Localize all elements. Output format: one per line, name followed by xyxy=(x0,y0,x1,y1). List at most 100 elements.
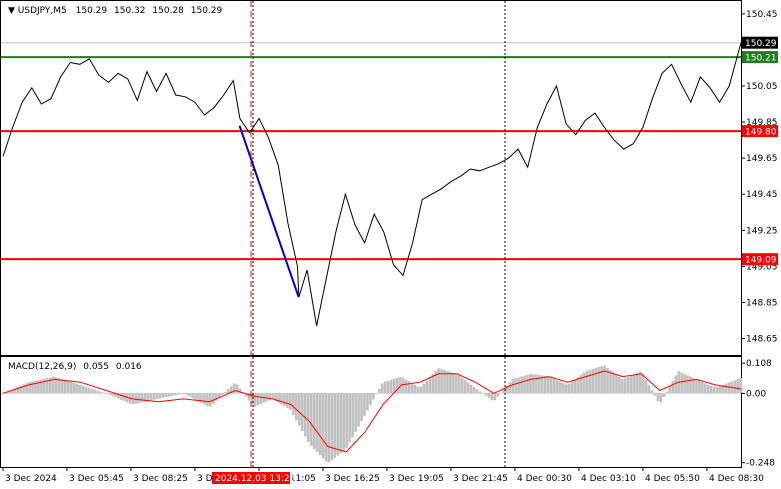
macd-histogram-bar xyxy=(108,393,111,395)
macd-histogram-bar xyxy=(621,378,624,394)
macd-histogram-bar xyxy=(354,393,357,432)
macd-histogram-bar xyxy=(561,382,565,394)
macd-histogram-bar xyxy=(585,370,589,394)
macd-histogram-bar xyxy=(724,383,728,394)
macd-histogram-bar xyxy=(591,368,595,394)
macd-histogram-bar xyxy=(383,381,387,394)
macd-histogram-bar xyxy=(176,393,180,395)
macd-histogram-bar xyxy=(434,371,437,394)
macd-histogram-bar xyxy=(280,393,283,405)
macd-histogram-bar xyxy=(265,393,268,402)
macd-histogram-bar xyxy=(60,379,64,394)
macd-histogram-bar xyxy=(111,393,114,397)
macd-header: MACD(12,26,9) 0.055 0.016 xyxy=(8,362,142,372)
macd-histogram-bar xyxy=(460,377,464,394)
macd-histogram-bar xyxy=(158,393,162,399)
macd-histogram-bar xyxy=(63,379,67,394)
macd-histogram-bar xyxy=(114,393,117,398)
macd-histogram-bar xyxy=(327,393,331,463)
macd-histogram-bar xyxy=(155,393,159,400)
price-panel[interactable]: 150.45 150.05 149.85 149.65 149.45 149.25 149.… xyxy=(0,0,779,356)
price-axis-tick-label: 148.85 xyxy=(746,298,778,308)
price-axis-tick-label: 149.45 xyxy=(746,190,778,200)
macd-histogram-bar xyxy=(152,393,156,400)
macd-histogram-bar xyxy=(173,393,177,396)
macd-histogram-bar xyxy=(229,386,233,394)
macd-histogram-bar xyxy=(268,393,271,401)
macd-histogram-bar xyxy=(709,386,713,394)
macd-histogram-bar xyxy=(170,393,174,396)
macd-histogram-bar xyxy=(733,380,737,394)
macd-histogram-bar xyxy=(366,393,369,411)
macd-histogram-bar xyxy=(517,377,520,394)
macd-histogram-bar xyxy=(342,393,346,451)
macd-histogram-bar xyxy=(526,374,529,394)
macd-histogram-bar xyxy=(271,393,274,400)
macd-histogram-bar xyxy=(31,381,34,394)
macd-histogram-bar xyxy=(378,388,381,394)
macd-histogram-bar xyxy=(238,388,242,394)
current-price-label: 150.29 xyxy=(745,39,777,49)
macd-histogram-bar xyxy=(146,393,150,402)
macd-histogram-bar xyxy=(484,393,488,396)
symbol-header: ▼ USDJPY,M5 150.29 150.32 150.28 150.29 xyxy=(8,6,223,16)
macd-histogram-bar xyxy=(520,376,523,394)
macd-panel[interactable]: 0.108 0.00 -0.248 xyxy=(0,356,776,469)
macd-histogram-bar xyxy=(123,393,126,402)
time-axis-tick-label: 3 Dec 19:05 xyxy=(389,474,444,484)
time-axis-tick-label: 4 Dec 00:30 xyxy=(517,474,572,484)
macd-histogram-bar xyxy=(431,374,434,394)
macd-histogram-bar xyxy=(558,381,562,394)
macd-histogram-bar xyxy=(40,379,43,394)
macd-histogram-bar xyxy=(600,366,603,394)
collapse-triangle-icon[interactable]: ▼ xyxy=(8,6,18,16)
macd-signal-line[interactable] xyxy=(2,370,742,453)
macd-histogram-bar xyxy=(475,389,479,394)
macd-histogram-bar xyxy=(541,375,544,394)
macd-histogram-bar xyxy=(641,374,645,394)
macd-histogram-bar xyxy=(286,393,289,409)
macd-histogram-bar xyxy=(126,393,129,403)
macd-histogram-bar xyxy=(161,393,165,398)
macd-histogram-bar xyxy=(200,393,203,403)
macd-histogram-bar xyxy=(609,370,612,394)
macd-histogram-bar xyxy=(567,383,571,394)
macd-histogram-bar xyxy=(220,393,224,395)
macd-histogram-bar xyxy=(75,383,79,394)
macd-histogram-bar xyxy=(532,374,535,394)
macd-histogram-bar xyxy=(508,382,512,394)
macd-histogram-bar xyxy=(10,389,14,394)
macd-histogram-bar xyxy=(81,385,85,394)
macd-histogram-bar xyxy=(419,386,423,394)
price-axis-tick-label: 149.25 xyxy=(746,226,778,236)
macd-histogram-bar xyxy=(203,393,206,405)
macd-histogram-bar xyxy=(306,393,310,442)
price-level-badge xyxy=(742,51,778,64)
macd-histogram-bar xyxy=(683,373,686,394)
macd-histogram-bar xyxy=(529,373,532,394)
macd-histogram-bar xyxy=(13,388,17,394)
macd-histogram-bar xyxy=(481,393,485,394)
macd-histogram-bar xyxy=(698,380,701,394)
macd-histogram-bar xyxy=(718,385,722,394)
macd-histogram-bar xyxy=(686,375,689,394)
macd-histogram-bar xyxy=(102,392,105,394)
macd-histogram-bar xyxy=(369,393,372,405)
macd-histogram-bar xyxy=(244,393,248,397)
price-level-label: 149.09 xyxy=(745,256,777,266)
macd-histogram-bar xyxy=(188,393,191,397)
macd-histogram-bar xyxy=(428,377,431,394)
macd-histogram-bar xyxy=(555,380,559,394)
price-axis-tick-label: 149.05 xyxy=(746,262,778,272)
ohlc-close: 150.29 xyxy=(191,6,223,16)
macd-histogram-bar xyxy=(463,380,467,394)
macd-histogram-bar xyxy=(395,377,399,394)
macd-histogram-bar xyxy=(653,393,657,396)
price-series-line[interactable] xyxy=(2,42,742,327)
trend-line[interactable] xyxy=(238,125,300,298)
macd-histogram-bar xyxy=(573,379,577,394)
macd-histogram-bar xyxy=(564,384,568,394)
macd-histogram-bar xyxy=(579,374,583,394)
macd-histogram-bar xyxy=(576,377,580,394)
macd-histogram-bar xyxy=(437,368,440,394)
